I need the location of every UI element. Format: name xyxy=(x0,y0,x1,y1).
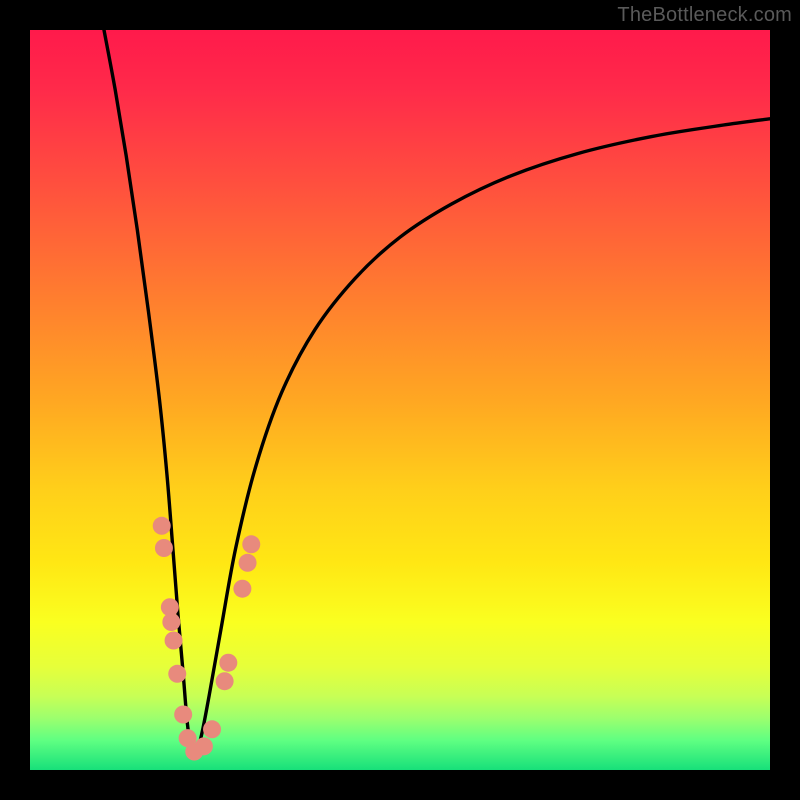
data-marker xyxy=(153,517,171,535)
data-marker xyxy=(174,706,192,724)
data-marker xyxy=(203,720,221,738)
data-marker xyxy=(219,654,237,672)
data-marker xyxy=(239,554,257,572)
data-marker xyxy=(155,539,173,557)
data-marker xyxy=(165,632,183,650)
data-marker xyxy=(195,737,213,755)
data-marker xyxy=(233,580,251,598)
bottleneck-curve-chart xyxy=(0,0,800,800)
data-marker xyxy=(162,613,180,631)
data-marker xyxy=(242,535,260,553)
data-marker xyxy=(216,672,234,690)
gradient-background xyxy=(30,30,770,770)
data-marker xyxy=(168,665,186,683)
chart-stage: TheBottleneck.com xyxy=(0,0,800,800)
